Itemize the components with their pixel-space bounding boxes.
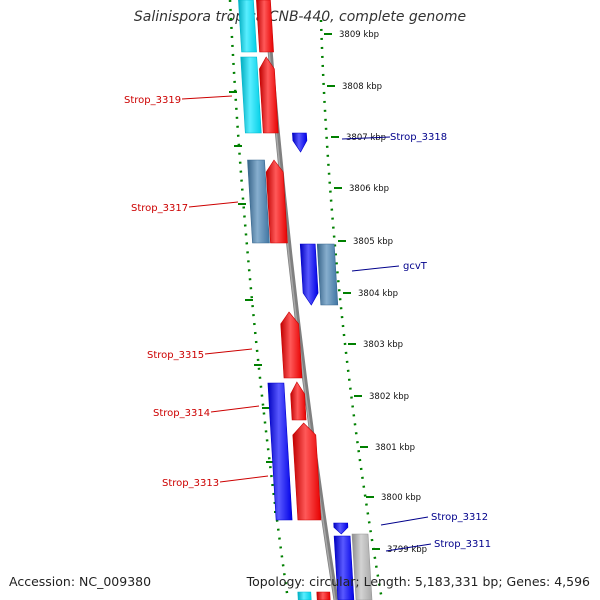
gene-arrow-6 [265,159,288,244]
gene-leader-line-7 [380,516,429,526]
kbp-tick-label-9: 3800 kbp [381,493,421,503]
gene-leader-line-8 [385,543,432,552]
gene-arrow-8 [316,243,339,306]
kbp-tick-label-3: 3806 kbp [349,184,389,194]
gene-label-6: Strop_3313 [162,478,219,489]
gene-arrow-13 [333,522,349,535]
gene-label-0: Strop_3319 [124,95,181,106]
map-title: Salinispora tropica CNB-440, complete ge… [133,9,467,25]
gene-arrow-9 [280,311,303,379]
gene-label-8: Strop_3311 [434,539,491,550]
kbp-tick-label-10: 3799 kbp [387,545,427,555]
gene-label-3: gcvT [403,261,428,272]
gene-label-2: Strop_3317 [131,203,188,214]
gene-leader-line-0 [181,95,233,100]
gene-arrow-14 [333,535,355,600]
gene-label-4: Strop_3315 [147,350,204,361]
gene-leader-line-5 [210,405,260,413]
gene-arrow-17 [316,591,331,600]
kbp-tick-label-8: 3801 kbp [375,443,415,453]
gene-arrow-10 [267,382,293,521]
gene-arrow-0 [238,0,257,53]
gene-arrow-15 [351,533,373,600]
gene-arrow-1 [256,0,274,53]
gene-arrow-3 [259,56,279,134]
accession-label: Accession: NC_009380 [9,574,152,589]
topology-label: Topology: circular; Length: 5,183,331 bp… [246,574,590,589]
gene-arrow-2 [240,56,262,134]
gene-leader-line-4 [204,348,253,355]
gene-leader-line-6 [219,475,269,483]
gene-arrow-11 [290,381,307,421]
kbp-tick-label-7: 3802 kbp [369,392,409,402]
gene-arrow-4 [292,132,308,153]
gene-arrow-5 [247,159,270,244]
kbp-tick-label-4: 3805 kbp [353,237,393,247]
gene-arrow-7 [299,243,319,306]
gene-label-5: Strop_3314 [153,408,210,419]
gene-arrow-16 [297,591,312,600]
gene-leader-line-1 [341,136,391,140]
gene-label-7: Strop_3312 [431,512,488,523]
kbp-tick-label-6: 3803 kbp [363,340,403,350]
gene-leader-line-3 [351,265,400,272]
kbp-tick-label-1: 3808 kbp [342,82,382,92]
gene-label-1: Strop_3318 [390,132,447,143]
kbp-tick-label-5: 3804 kbp [358,289,398,299]
ruler-outer [319,19,384,600]
gene-leader-line-2 [188,201,239,208]
kbp-tick-label-0: 3809 kbp [339,30,379,40]
gene-arrow-12 [292,422,322,521]
